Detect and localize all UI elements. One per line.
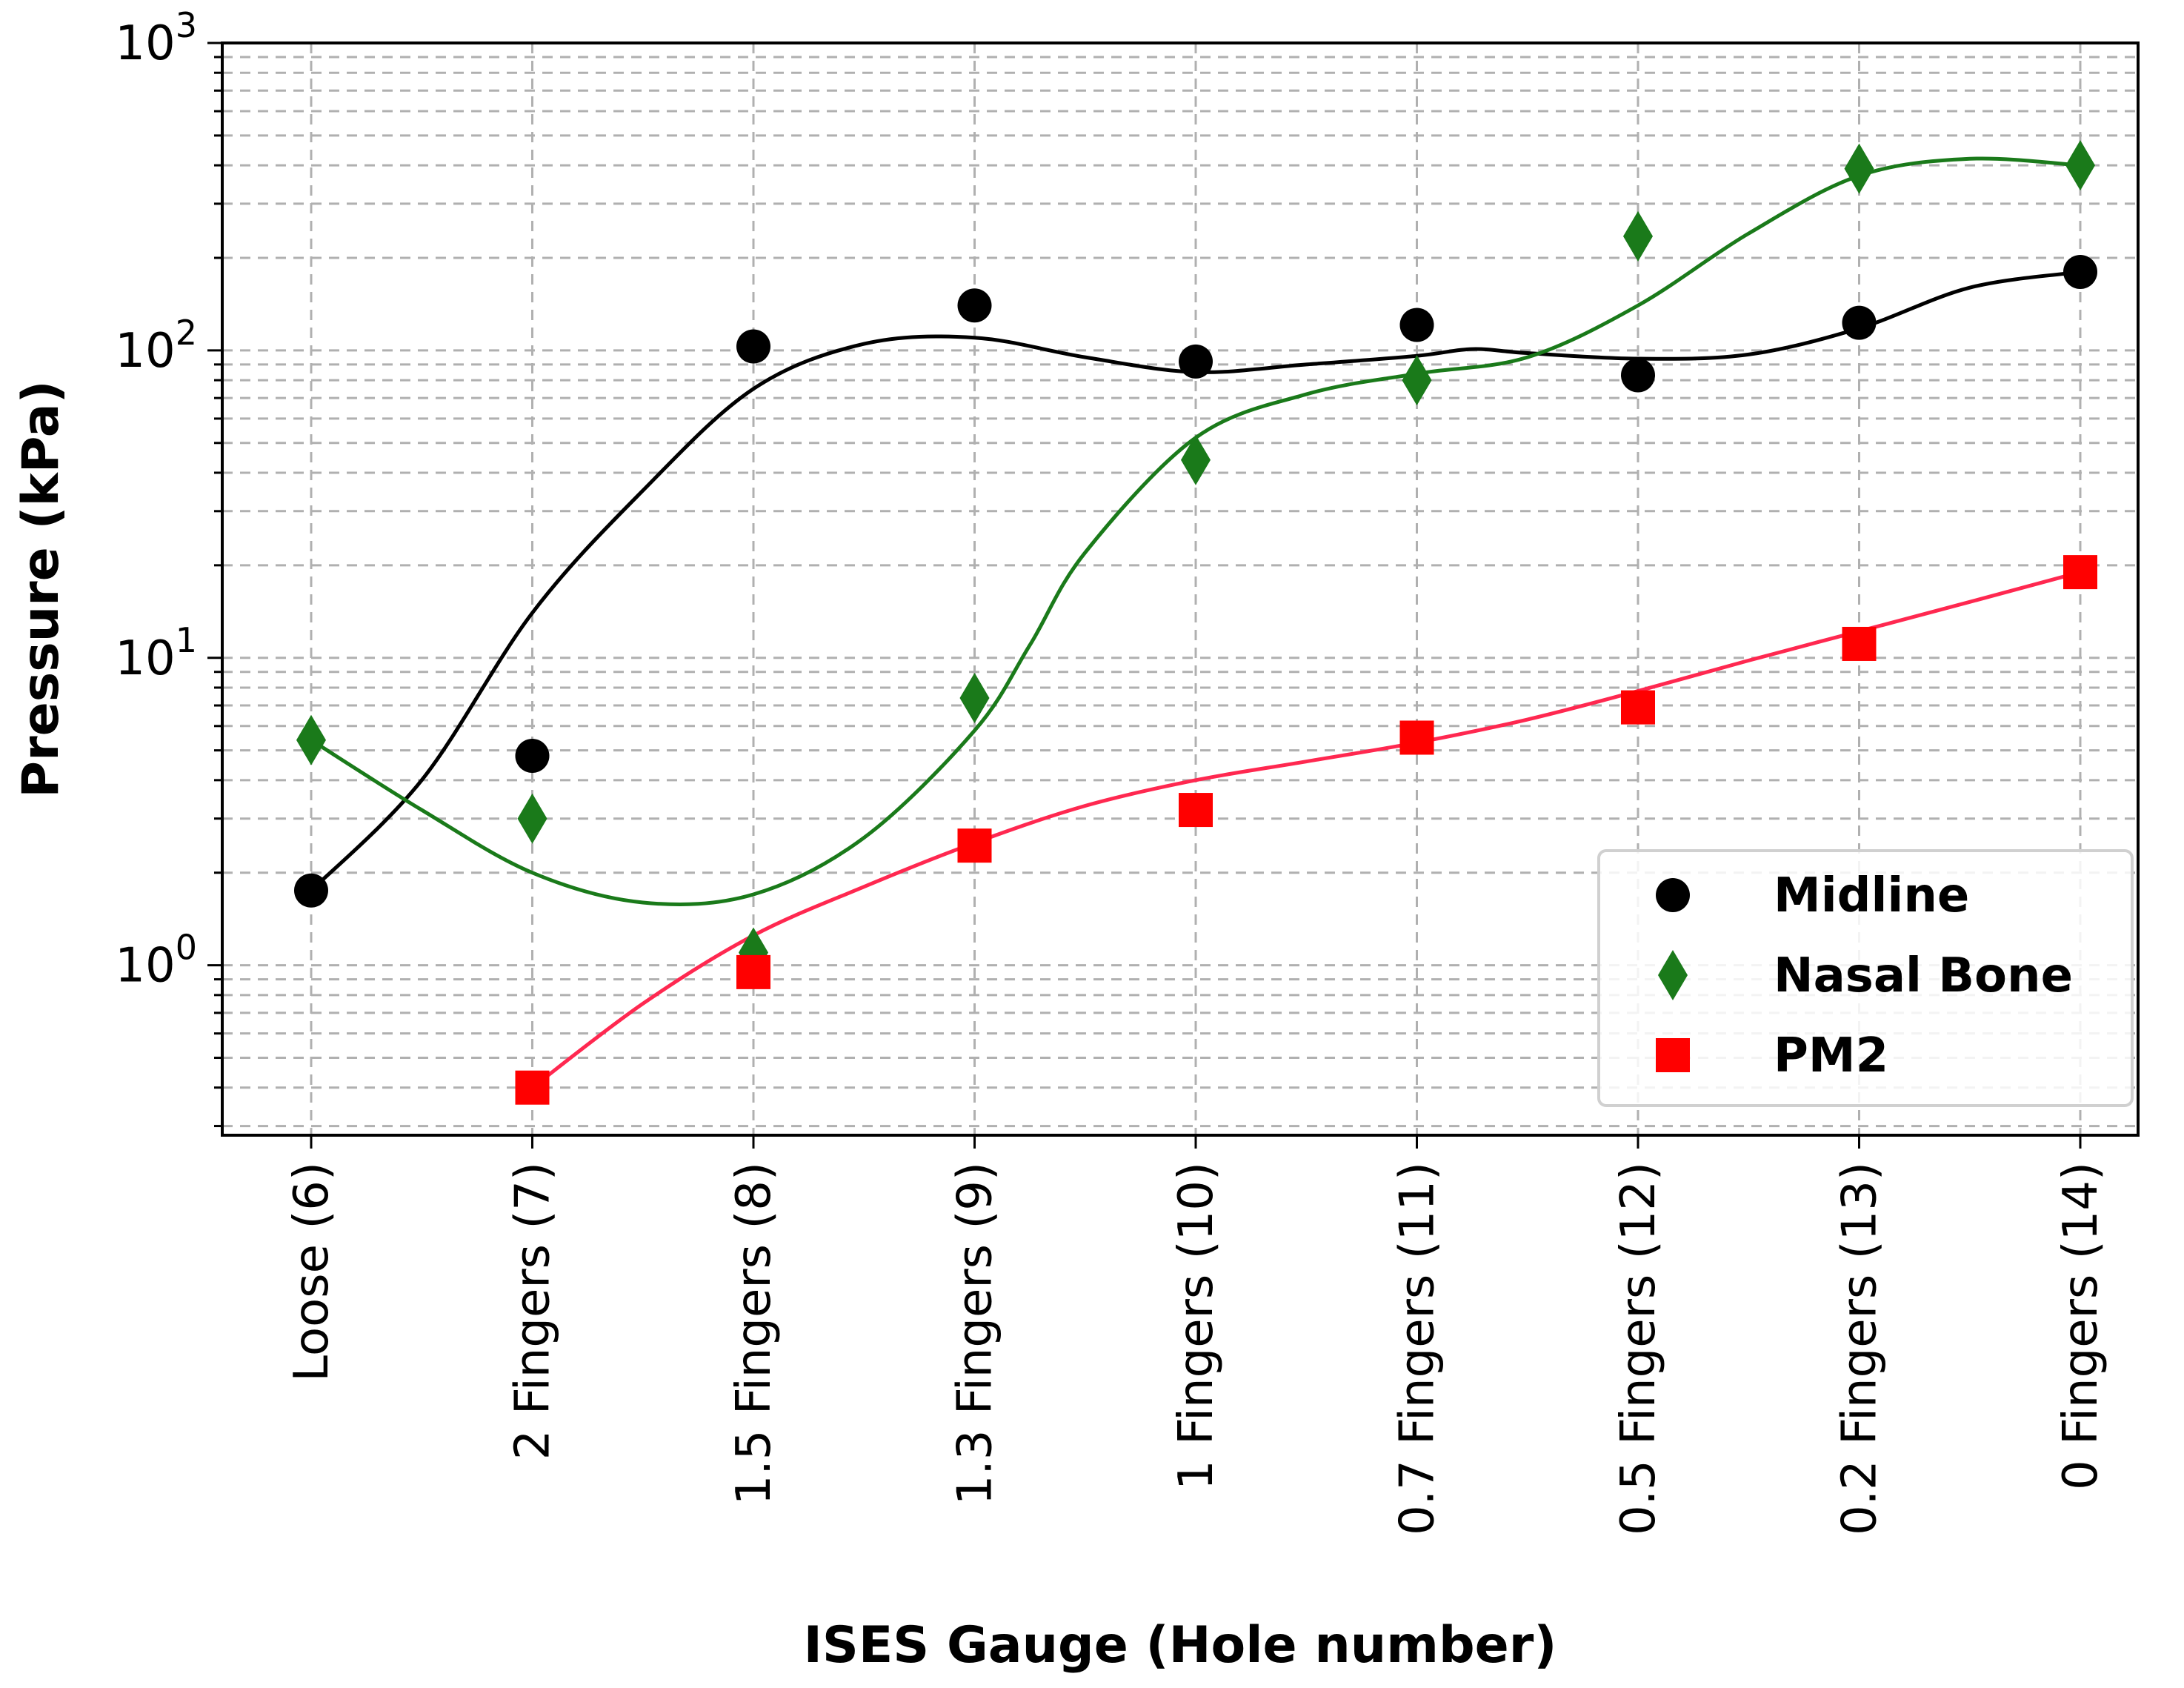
y-tick-label: 103 xyxy=(115,5,197,71)
y-axis-label: Pressure (kPa) xyxy=(12,380,70,797)
data-point-midline xyxy=(1399,308,1434,342)
plot-frame xyxy=(221,41,2140,1137)
data-point-pm2 xyxy=(1399,720,1434,755)
x-tick-label: 2 Fingers (7) xyxy=(506,1162,561,1460)
legend-marker-pm2 xyxy=(1656,1038,1690,1072)
data-point-midline xyxy=(957,288,992,323)
data-point-midline xyxy=(1179,344,1213,379)
legend: Midline Nasal Bone PM2 xyxy=(1597,849,2134,1107)
data-point-midline xyxy=(1842,305,1877,340)
data-point-pm2 xyxy=(515,1070,550,1105)
data-point-pm2 xyxy=(1842,626,1877,661)
x-tick-label: 1 Fingers (10) xyxy=(1169,1162,1224,1490)
legend-marker-nasal-bone xyxy=(1658,950,1688,1000)
y-tick-label: 102 xyxy=(115,313,197,379)
data-point-pm2 xyxy=(957,828,992,863)
legend-label-nasal-bone: Nasal Bone xyxy=(1774,948,2073,1003)
x-axis-label: ISES Gauge (Hole number) xyxy=(804,1616,1557,1675)
data-point-nasal-bone xyxy=(517,793,547,844)
x-tick-label: 0.5 Fingers (12) xyxy=(1611,1162,1666,1535)
x-tick-label: 0.2 Fingers (13) xyxy=(1833,1162,1888,1535)
legend-label-pm2: PM2 xyxy=(1774,1029,1888,1083)
data-point-nasal-bone xyxy=(959,673,990,724)
legend-box xyxy=(1597,849,2134,1107)
data-point-nasal-bone xyxy=(296,714,326,765)
data-point-nasal-bone xyxy=(1844,143,1874,194)
data-point-pm2 xyxy=(736,954,770,989)
data-point-midline xyxy=(2063,254,2097,289)
data-point-midline xyxy=(294,873,328,908)
data-point-pm2 xyxy=(1621,690,1655,725)
fit-line-pm2 xyxy=(530,570,2081,1089)
y-tick-label: 100 xyxy=(115,928,197,994)
data-point-midline xyxy=(515,739,550,774)
data-markers xyxy=(294,140,2097,1105)
x-tick-label: 0.7 Fingers (11) xyxy=(1391,1162,1445,1535)
data-point-nasal-bone xyxy=(2065,140,2095,191)
x-tick-label: 0 Fingers (14) xyxy=(2054,1162,2108,1490)
x-tick-label: 1.3 Fingers (9) xyxy=(948,1162,1003,1505)
data-point-midline xyxy=(736,329,770,364)
x-tick-label: 1.5 Fingers (8) xyxy=(727,1162,782,1505)
data-point-nasal-bone xyxy=(1181,434,1211,485)
data-point-midline xyxy=(1621,358,1655,393)
data-point-pm2 xyxy=(2063,555,2097,590)
data-point-nasal-bone xyxy=(1402,355,1432,406)
data-point-nasal-bone xyxy=(1623,210,1653,262)
data-point-pm2 xyxy=(1179,793,1213,828)
y-tick-label: 101 xyxy=(115,620,197,686)
legend-label-midline: Midline xyxy=(1774,868,1969,923)
x-tick-label: Loose (6) xyxy=(284,1162,339,1382)
legend-marker-midline xyxy=(1656,878,1690,912)
fit-line-nasal-bone xyxy=(310,156,2081,907)
axis-ticks: Loose (6) 2 Fingers (7) 1.5 Fingers (8) 1.3… xyxy=(115,5,2108,1535)
